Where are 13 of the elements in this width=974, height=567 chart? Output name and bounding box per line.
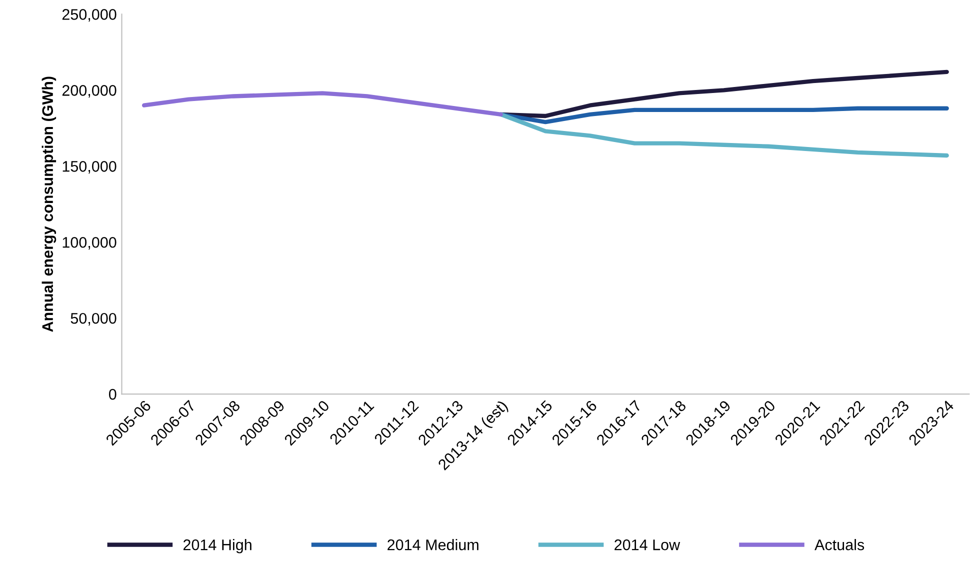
y-axis-title: Annual energy consumption (GWh): [42, 76, 56, 332]
legend-label: Actuals: [814, 539, 864, 550]
legend-label: 2014 Medium: [388, 539, 478, 550]
y-tick-label: 250,000: [62, 9, 116, 22]
y-tick-label: 50,000: [70, 312, 116, 326]
y-tick-label: 200,000: [62, 85, 116, 98]
line-series: [142, 91, 503, 117]
y-tick-label: 100,000: [62, 236, 116, 250]
legend-label: 2014 High: [183, 539, 252, 554]
line-series: [498, 112, 949, 158]
legend-label: 2014 Low: [614, 539, 680, 550]
y-tick-label: 150,000: [62, 161, 116, 174]
y-tick-label: 0: [108, 388, 116, 400]
